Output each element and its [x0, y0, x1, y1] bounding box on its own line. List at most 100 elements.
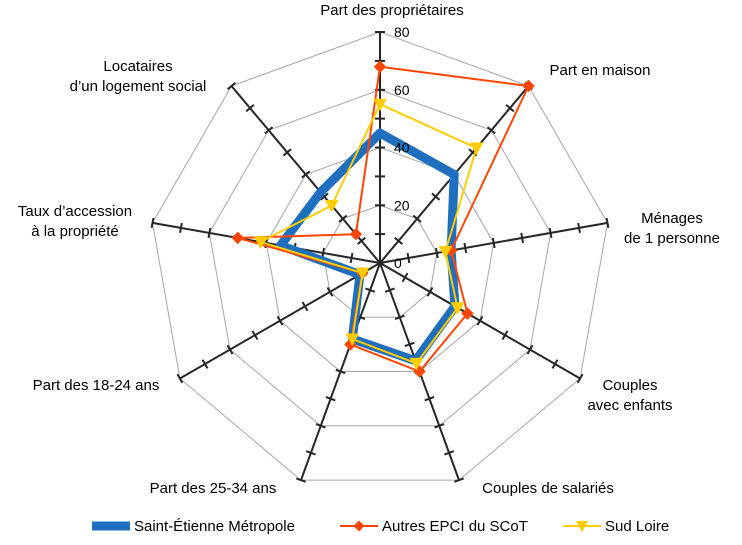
- axis-tick-mark: [394, 236, 404, 245]
- series-point-diamond: [231, 231, 245, 245]
- axis-tick-mark: [505, 104, 515, 113]
- axis-tick-mark: [577, 222, 581, 233]
- axis-tick-mark: [227, 82, 236, 91]
- axis-label: Part des 25-34 ans: [150, 480, 277, 497]
- series-line-2: [236, 65, 530, 373]
- series-point-triangle: [438, 246, 453, 259]
- axis-tick-mark: [150, 217, 155, 228]
- axis-tick-mark: [384, 287, 395, 293]
- axis-tick-mark: [245, 104, 255, 113]
- legend-swatch-diamond: [353, 520, 365, 532]
- axis-tick-mark: [201, 359, 209, 369]
- axis-tick-mark: [431, 192, 441, 201]
- axis-tick-mark: [301, 170, 311, 179]
- axis-tick-mark: [251, 330, 259, 341]
- axis-tick-mark: [434, 423, 445, 429]
- axis-tick-mark: [424, 396, 435, 402]
- axis-label: de 1 personne: [624, 230, 720, 247]
- series-point-triangle: [355, 267, 370, 281]
- axis-tick-mark: [576, 373, 584, 384]
- series-point-diamond: [461, 307, 474, 320]
- axis-label: Taux d’accession: [18, 203, 132, 220]
- axis-tick-mark: [412, 214, 422, 223]
- axis-tick-mark: [476, 315, 484, 326]
- axis-tick-mark: [501, 330, 509, 341]
- axis-label: Part des propriétaires: [320, 2, 463, 19]
- series-point-triangle: [469, 142, 484, 156]
- axis-tick-mark: [301, 301, 309, 312]
- axis-tick-mark: [319, 192, 329, 201]
- legend: Saint-Étienne Métropole Autres EPCI du SC…: [92, 518, 669, 535]
- axis-tick-mark: [264, 126, 274, 135]
- axis-tick-mark: [463, 242, 468, 254]
- legend-swatch-triangle: [576, 521, 588, 532]
- series-point-triangle: [324, 200, 339, 213]
- axis-tick-mark: [338, 214, 348, 223]
- axis-tick-mark: [394, 314, 405, 320]
- axis-label: Part en maison: [550, 62, 651, 79]
- axis-tick-mark: [176, 373, 184, 384]
- series-point-diamond: [373, 60, 387, 73]
- legend-label: Autres EPCI du SCoT: [382, 518, 528, 535]
- gridline-40: [265, 146, 495, 372]
- gridline-60: [208, 89, 552, 427]
- axis-tick-mark: [520, 232, 524, 244]
- series-point-triangle: [450, 302, 465, 315]
- axis-label: avec enfants: [587, 397, 672, 414]
- axis-tick-mark: [305, 450, 316, 456]
- axis-tick-mark: [435, 247, 439, 259]
- axis-tick-mark: [349, 252, 354, 264]
- axis-label: Ménages: [641, 210, 703, 227]
- axis-tick-mark: [551, 359, 559, 369]
- tick-label: 60: [394, 82, 410, 98]
- axis-label-layer: Part des propriétaires Part en maison Ména…: [18, 2, 720, 497]
- axis-label: à la propriété: [31, 223, 119, 240]
- axis-tick-mark: [365, 287, 376, 293]
- series-layer: [231, 60, 535, 378]
- axis-tick-mark: [404, 341, 415, 348]
- axis-tick-mark: [426, 287, 434, 297]
- tick-label: 0: [394, 255, 402, 271]
- gridline-80: [151, 31, 609, 481]
- series-point-triangle: [409, 357, 424, 371]
- axis-tick-mark: [491, 237, 496, 249]
- axis-tick-mark: [401, 272, 409, 283]
- axis-tick-mark: [325, 396, 336, 402]
- axis-tick-mark: [226, 344, 234, 355]
- axis-label: Couples: [602, 377, 657, 394]
- axis-tick-mark: [282, 148, 292, 157]
- axis-tick-mark: [486, 126, 496, 135]
- axis-tick-mark: [356, 236, 366, 245]
- series-point-triangle: [253, 236, 268, 249]
- axis-tick-mark: [295, 477, 307, 483]
- axis-tick-mark: [276, 315, 284, 326]
- axis-tick-mark: [335, 368, 346, 375]
- tick-label: 80: [394, 24, 410, 40]
- tick-label-layer: 0 20 40 60 80: [394, 24, 410, 271]
- axis-tick-mark: [605, 217, 610, 228]
- tick-label: 20: [394, 197, 410, 213]
- axis-tick-mark: [326, 287, 334, 297]
- series-point-diamond: [349, 227, 363, 241]
- axis-label: d’un logement social: [70, 78, 207, 95]
- series-point-triangle: [345, 333, 360, 347]
- axis-label: Couples de salariés: [482, 480, 614, 497]
- series-point-diamond: [522, 79, 535, 93]
- axis-tick-mark: [526, 344, 534, 355]
- series-point-triangle: [373, 98, 387, 112]
- axis-label: Part des 18-24 ans: [33, 377, 160, 394]
- axis-tick-mark: [548, 227, 553, 238]
- series-line-1: [276, 128, 460, 366]
- series-line-3: [259, 103, 478, 365]
- axis-label: Locataires: [103, 58, 172, 75]
- legend-label: Sud Loire: [605, 518, 669, 535]
- axis-tick-mark: [315, 423, 326, 429]
- axis-tick-mark: [453, 477, 465, 483]
- legend-label: Saint-Étienne Métropole: [134, 518, 295, 535]
- tick-label: 40: [394, 140, 410, 156]
- axis-tick-mark: [444, 450, 455, 456]
- axis-tick-mark: [406, 252, 411, 264]
- axis-tick-mark: [179, 222, 183, 233]
